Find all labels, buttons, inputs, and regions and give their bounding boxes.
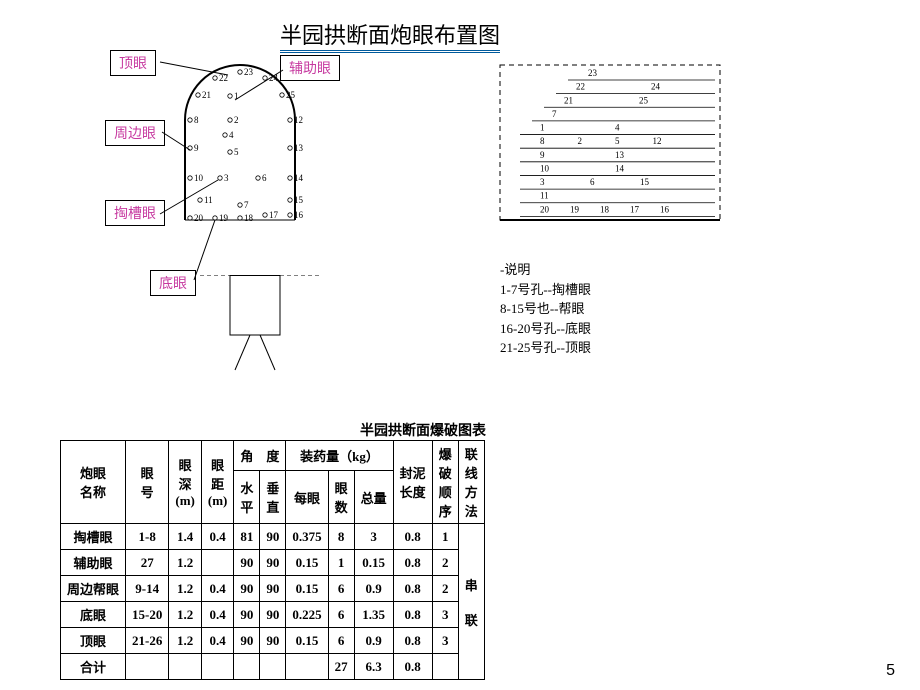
svg-text:3: 3	[224, 173, 229, 183]
svg-text:6: 6	[590, 177, 595, 187]
svg-text:18: 18	[600, 204, 610, 214]
th-seal: 封泥长度	[393, 441, 432, 524]
svg-text:10: 10	[540, 163, 550, 173]
table-row: 周边帮眼9-141.20.490900.1560.90.82	[61, 576, 485, 602]
svg-text:16: 16	[294, 210, 304, 220]
svg-text:15: 15	[640, 177, 650, 187]
legend-title: -说明	[500, 260, 591, 280]
svg-text:13: 13	[294, 143, 304, 153]
th-order: 爆破顺序	[432, 441, 458, 524]
svg-text:23: 23	[588, 68, 598, 78]
th-angle-h: 水平	[234, 471, 260, 524]
svg-text:17: 17	[269, 210, 279, 220]
svg-text:9: 9	[540, 150, 545, 160]
svg-text:14: 14	[294, 173, 304, 183]
table-row: 顶眼21-261.20.490900.1560.90.83	[61, 628, 485, 654]
th-depth: 眼深(m)	[169, 441, 202, 524]
page-number: 5	[886, 662, 895, 680]
svg-text:18: 18	[244, 213, 254, 223]
table-row: 底眼15-201.20.490900.22561.350.83	[61, 602, 485, 628]
svg-text:7: 7	[244, 200, 249, 210]
svg-text:25: 25	[639, 95, 649, 105]
legend-line: 16-20号孔--底眼	[500, 319, 591, 339]
table-title: 半园拱断面爆破图表	[360, 420, 486, 440]
svg-text:13: 13	[615, 150, 625, 160]
svg-text:22: 22	[219, 73, 228, 83]
svg-text:3: 3	[540, 177, 545, 187]
svg-text:16: 16	[660, 204, 670, 214]
svg-text:24: 24	[269, 73, 279, 83]
svg-text:21: 21	[564, 95, 573, 105]
svg-text:5: 5	[615, 136, 620, 146]
svg-text:17: 17	[630, 204, 640, 214]
th-charge-each: 每眼	[286, 471, 328, 524]
th-no: 眼号	[126, 441, 169, 524]
svg-text:25: 25	[286, 90, 296, 100]
svg-text:1: 1	[234, 91, 239, 101]
th-angle-v: 垂直	[260, 471, 286, 524]
blast-table: 炮眼名称 眼号 眼深(m) 眼距(m) 角 度 装药量（kg） 封泥长度 爆破顺…	[60, 440, 485, 680]
svg-text:23: 23	[244, 67, 254, 77]
svg-text:14: 14	[615, 163, 625, 173]
legend-line: 8-15号也--帮眼	[500, 299, 591, 319]
th-charge: 装药量（kg）	[286, 441, 393, 471]
th-charge-total: 总量	[354, 471, 393, 524]
method-cell: 串联	[458, 524, 484, 680]
svg-text:21: 21	[202, 90, 211, 100]
th-name: 炮眼名称	[61, 441, 126, 524]
svg-text:20: 20	[194, 213, 204, 223]
svg-text:1: 1	[540, 123, 545, 133]
svg-text:22: 22	[576, 82, 585, 92]
svg-text:2: 2	[578, 136, 583, 146]
svg-text:4: 4	[615, 123, 620, 133]
th-dist: 眼距(m)	[201, 441, 234, 524]
svg-text:19: 19	[219, 213, 229, 223]
svg-text:4: 4	[229, 130, 234, 140]
svg-text:19: 19	[570, 204, 580, 214]
svg-text:6: 6	[262, 173, 267, 183]
svg-text:11: 11	[204, 195, 213, 205]
svg-text:7: 7	[552, 109, 557, 119]
svg-text:9: 9	[194, 143, 199, 153]
svg-text:24: 24	[651, 82, 661, 92]
legend-line: 1-7号孔--掏槽眼	[500, 280, 591, 300]
svg-text:8: 8	[194, 115, 199, 125]
svg-text:8: 8	[540, 136, 545, 146]
th-angle: 角 度	[234, 441, 286, 471]
svg-text:12: 12	[653, 136, 662, 146]
svg-text:5: 5	[234, 147, 239, 157]
th-charge-n: 眼数	[328, 471, 354, 524]
svg-text:20: 20	[540, 204, 550, 214]
section-diagram: 2322242125714825129131014361511201918171…	[490, 55, 740, 235]
svg-text:12: 12	[294, 115, 303, 125]
svg-text:15: 15	[294, 195, 304, 205]
arch-diagram: 23 22 24 21 1 25 2 8 4 12 9 5 13 3 6 10 14 11 7 15 20 19 18 17 1…	[170, 60, 340, 240]
table-row: 辅助眼271.290900.1510.150.82	[61, 550, 485, 576]
th-method: 联线方法	[458, 441, 484, 524]
svg-text:2: 2	[234, 115, 239, 125]
lower-diagram	[200, 275, 350, 375]
table-row: 掏槽眼1-81.40.481900.375830.81串联	[61, 524, 485, 550]
legend-line: 21-25号孔--顶眼	[500, 338, 591, 358]
svg-text:11: 11	[540, 191, 549, 201]
table-total-row: 合计276.30.8	[61, 654, 485, 680]
legend-block: -说明 1-7号孔--掏槽眼8-15号也--帮眼16-20号孔--底眼21-25…	[500, 260, 591, 358]
svg-text:10: 10	[194, 173, 204, 183]
